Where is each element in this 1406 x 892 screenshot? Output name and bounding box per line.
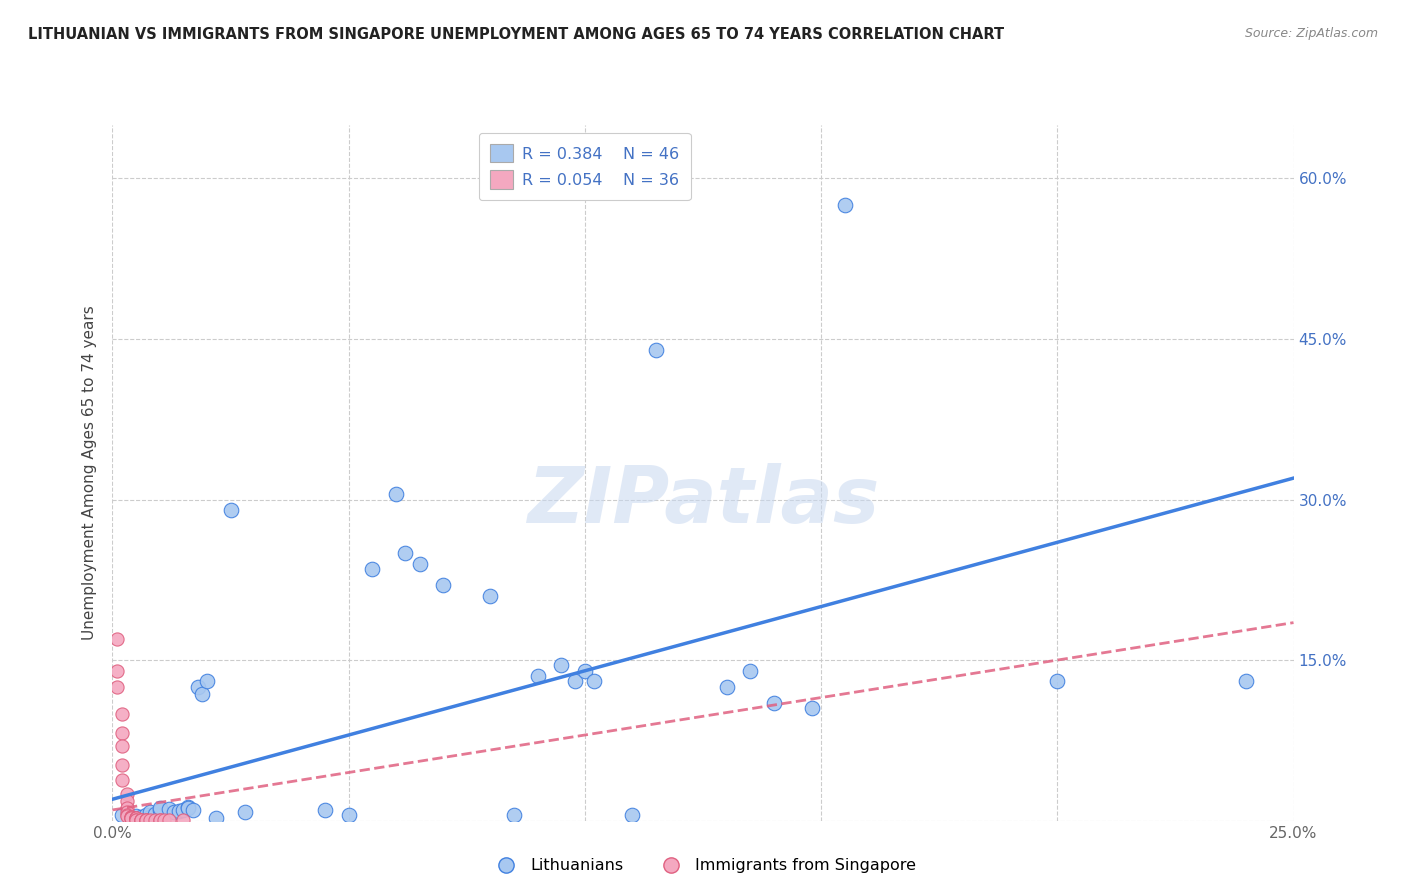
Point	[115, 809, 138, 823]
Point	[129, 810, 152, 824]
Point	[800, 701, 823, 715]
Y-axis label: Unemployment Among Ages 65 to 74 years: Unemployment Among Ages 65 to 74 years	[82, 305, 97, 640]
Point	[621, 808, 644, 822]
Point	[129, 813, 152, 827]
Point	[111, 808, 134, 822]
Point	[153, 813, 176, 827]
Point	[139, 813, 162, 827]
Legend: R = 0.384    N = 46, R = 0.054    N = 36: R = 0.384 N = 46, R = 0.054 N = 36	[479, 133, 690, 200]
Point	[503, 808, 526, 822]
Point	[361, 562, 384, 576]
Point	[195, 674, 218, 689]
Point	[157, 802, 180, 816]
Point	[111, 772, 134, 787]
Point	[143, 813, 166, 827]
Point	[120, 810, 142, 824]
Point	[479, 589, 502, 603]
Point	[314, 803, 336, 817]
Point	[125, 812, 148, 826]
Point	[163, 805, 186, 819]
Point	[181, 803, 204, 817]
Point	[644, 343, 666, 357]
Point	[740, 664, 762, 678]
Point	[125, 813, 148, 827]
Point	[115, 787, 138, 801]
Point	[149, 803, 172, 817]
Point	[834, 198, 856, 212]
Point	[135, 813, 157, 827]
Point	[105, 680, 128, 694]
Point	[205, 812, 228, 826]
Point	[125, 809, 148, 823]
Text: ZIPatlas: ZIPatlas	[527, 463, 879, 539]
Point	[432, 578, 454, 592]
Point	[385, 487, 408, 501]
Point	[115, 801, 138, 815]
Point	[111, 706, 134, 721]
Point	[157, 813, 180, 827]
Point	[1234, 674, 1257, 689]
Point	[550, 658, 572, 673]
Point	[574, 664, 596, 678]
Point	[129, 813, 152, 827]
Point	[129, 813, 152, 827]
Point	[172, 803, 194, 817]
Point	[564, 674, 586, 689]
Point	[167, 804, 190, 818]
Point	[115, 794, 138, 808]
Text: Source: ZipAtlas.com: Source: ZipAtlas.com	[1244, 27, 1378, 40]
Point	[408, 557, 430, 571]
Point	[143, 807, 166, 822]
Point	[172, 813, 194, 827]
Legend: Lithuanians, Immigrants from Singapore: Lithuanians, Immigrants from Singapore	[484, 852, 922, 880]
Point	[135, 813, 157, 827]
Point	[111, 726, 134, 740]
Text: LITHUANIAN VS IMMIGRANTS FROM SINGAPORE UNEMPLOYMENT AMONG AGES 65 TO 74 YEARS C: LITHUANIAN VS IMMIGRANTS FROM SINGAPORE …	[28, 27, 1004, 42]
Point	[149, 813, 172, 827]
Point	[105, 632, 128, 646]
Point	[139, 805, 162, 819]
Point	[111, 739, 134, 753]
Point	[177, 801, 200, 815]
Point	[120, 810, 142, 824]
Point	[526, 669, 548, 683]
Point	[177, 799, 200, 814]
Point	[120, 812, 142, 826]
Point	[105, 664, 128, 678]
Point	[191, 687, 214, 701]
Point	[125, 812, 148, 826]
Point	[111, 758, 134, 772]
Point	[186, 680, 208, 694]
Point	[139, 810, 162, 824]
Point	[1046, 674, 1069, 689]
Point	[583, 674, 606, 689]
Point	[135, 808, 157, 822]
Point	[149, 813, 172, 827]
Point	[337, 808, 360, 822]
Point	[120, 812, 142, 826]
Point	[394, 546, 416, 560]
Point	[125, 812, 148, 826]
Point	[233, 805, 256, 819]
Point	[120, 810, 142, 824]
Point	[149, 801, 172, 815]
Point	[125, 813, 148, 827]
Point	[219, 503, 242, 517]
Point	[716, 680, 738, 694]
Point	[115, 808, 138, 822]
Point	[762, 696, 785, 710]
Point	[115, 805, 138, 819]
Point	[135, 813, 157, 827]
